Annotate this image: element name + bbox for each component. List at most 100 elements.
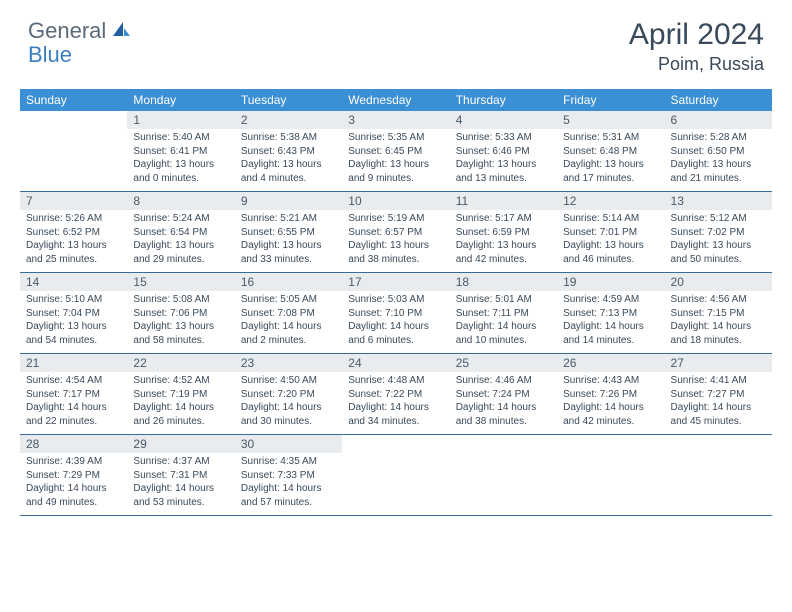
day-line-sr: Sunrise: 5:40 AM (133, 131, 228, 145)
day-line-sr: Sunrise: 4:48 AM (348, 374, 443, 388)
day-content: Sunrise: 4:52 AMSunset: 7:19 PMDaylight:… (127, 372, 234, 434)
day-line-sr: Sunrise: 5:03 AM (348, 293, 443, 307)
calendar-day-cell: 7Sunrise: 5:26 AMSunset: 6:52 PMDaylight… (20, 192, 127, 273)
day-content: Sunrise: 5:26 AMSunset: 6:52 PMDaylight:… (20, 210, 127, 272)
day-content: Sunrise: 4:50 AMSunset: 7:20 PMDaylight:… (235, 372, 342, 434)
day-line-ss: Sunset: 7:29 PM (26, 469, 121, 483)
day-line-sr: Sunrise: 4:43 AM (563, 374, 658, 388)
day-line-d2: and 18 minutes. (671, 334, 766, 348)
day-content: Sunrise: 4:43 AMSunset: 7:26 PMDaylight:… (557, 372, 664, 434)
calendar-day-cell: 5Sunrise: 5:31 AMSunset: 6:48 PMDaylight… (557, 111, 664, 192)
day-line-d1: Daylight: 14 hours (133, 401, 228, 415)
month-title: April 2024 (629, 18, 764, 52)
calendar-day-cell: 26Sunrise: 4:43 AMSunset: 7:26 PMDayligh… (557, 354, 664, 435)
calendar-day-cell: 9Sunrise: 5:21 AMSunset: 6:55 PMDaylight… (235, 192, 342, 273)
day-line-ss: Sunset: 6:55 PM (241, 226, 336, 240)
day-line-d1: Daylight: 13 hours (671, 158, 766, 172)
day-line-d2: and 46 minutes. (563, 253, 658, 267)
day-number: 2 (235, 111, 342, 129)
day-line-d1: Daylight: 14 hours (456, 320, 551, 334)
day-content: Sunrise: 5:35 AMSunset: 6:45 PMDaylight:… (342, 129, 449, 191)
day-number: 17 (342, 273, 449, 291)
day-line-d2: and 0 minutes. (133, 172, 228, 186)
day-line-ss: Sunset: 6:52 PM (26, 226, 121, 240)
day-number: 22 (127, 354, 234, 372)
calendar-day-cell: 24Sunrise: 4:48 AMSunset: 7:22 PMDayligh… (342, 354, 449, 435)
logo-word-1: General (28, 18, 106, 44)
weekday-header: Thursday (450, 89, 557, 111)
day-content: Sunrise: 5:19 AMSunset: 6:57 PMDaylight:… (342, 210, 449, 272)
day-content: Sunrise: 5:31 AMSunset: 6:48 PMDaylight:… (557, 129, 664, 191)
day-line-ss: Sunset: 7:17 PM (26, 388, 121, 402)
day-content: Sunrise: 5:28 AMSunset: 6:50 PMDaylight:… (665, 129, 772, 191)
day-line-d1: Daylight: 14 hours (348, 320, 443, 334)
calendar-day-cell: 10Sunrise: 5:19 AMSunset: 6:57 PMDayligh… (342, 192, 449, 273)
day-content: Sunrise: 5:05 AMSunset: 7:08 PMDaylight:… (235, 291, 342, 353)
day-line-ss: Sunset: 7:13 PM (563, 307, 658, 321)
calendar-day-cell: 8Sunrise: 5:24 AMSunset: 6:54 PMDaylight… (127, 192, 234, 273)
day-line-ss: Sunset: 7:02 PM (671, 226, 766, 240)
day-number: 25 (450, 354, 557, 372)
day-content: Sunrise: 5:24 AMSunset: 6:54 PMDaylight:… (127, 210, 234, 272)
day-line-d1: Daylight: 14 hours (26, 401, 121, 415)
day-content: Sunrise: 4:37 AMSunset: 7:31 PMDaylight:… (127, 453, 234, 515)
day-line-d2: and 33 minutes. (241, 253, 336, 267)
day-line-sr: Sunrise: 5:14 AM (563, 212, 658, 226)
calendar-day-cell (665, 435, 772, 516)
weekday-header: Monday (127, 89, 234, 111)
day-line-ss: Sunset: 7:27 PM (671, 388, 766, 402)
day-content: Sunrise: 5:01 AMSunset: 7:11 PMDaylight:… (450, 291, 557, 353)
day-line-d2: and 54 minutes. (26, 334, 121, 348)
title-block: April 2024 Poim, Russia (629, 18, 764, 75)
day-line-d2: and 13 minutes. (456, 172, 551, 186)
day-line-sr: Sunrise: 5:26 AM (26, 212, 121, 226)
day-line-d2: and 38 minutes. (348, 253, 443, 267)
header: General April 2024 Poim, Russia (0, 0, 792, 83)
day-line-ss: Sunset: 6:46 PM (456, 145, 551, 159)
day-content: Sunrise: 5:40 AMSunset: 6:41 PMDaylight:… (127, 129, 234, 191)
day-line-d2: and 58 minutes. (133, 334, 228, 348)
day-content: Sunrise: 4:41 AMSunset: 7:27 PMDaylight:… (665, 372, 772, 434)
day-line-d1: Daylight: 13 hours (671, 239, 766, 253)
day-line-ss: Sunset: 7:08 PM (241, 307, 336, 321)
day-line-ss: Sunset: 6:48 PM (563, 145, 658, 159)
day-line-d1: Daylight: 14 hours (563, 320, 658, 334)
day-number: 19 (557, 273, 664, 291)
day-content: Sunrise: 4:59 AMSunset: 7:13 PMDaylight:… (557, 291, 664, 353)
day-number: 9 (235, 192, 342, 210)
day-line-ss: Sunset: 7:33 PM (241, 469, 336, 483)
day-line-sr: Sunrise: 5:01 AM (456, 293, 551, 307)
day-line-d2: and 4 minutes. (241, 172, 336, 186)
weekday-header: Friday (557, 89, 664, 111)
calendar-day-cell: 21Sunrise: 4:54 AMSunset: 7:17 PMDayligh… (20, 354, 127, 435)
day-line-d2: and 49 minutes. (26, 496, 121, 510)
day-line-ss: Sunset: 7:20 PM (241, 388, 336, 402)
day-line-ss: Sunset: 6:41 PM (133, 145, 228, 159)
day-content: Sunrise: 5:14 AMSunset: 7:01 PMDaylight:… (557, 210, 664, 272)
day-line-d2: and 38 minutes. (456, 415, 551, 429)
calendar-day-cell: 18Sunrise: 5:01 AMSunset: 7:11 PMDayligh… (450, 273, 557, 354)
day-line-sr: Sunrise: 5:33 AM (456, 131, 551, 145)
day-number: 6 (665, 111, 772, 129)
day-line-ss: Sunset: 6:45 PM (348, 145, 443, 159)
calendar-table: SundayMondayTuesdayWednesdayThursdayFrid… (20, 89, 772, 516)
day-line-sr: Sunrise: 4:46 AM (456, 374, 551, 388)
calendar-day-cell: 13Sunrise: 5:12 AMSunset: 7:02 PMDayligh… (665, 192, 772, 273)
day-line-d2: and 57 minutes. (241, 496, 336, 510)
day-number: 21 (20, 354, 127, 372)
location-label: Poim, Russia (629, 54, 764, 75)
calendar-day-cell: 27Sunrise: 4:41 AMSunset: 7:27 PMDayligh… (665, 354, 772, 435)
day-line-ss: Sunset: 7:04 PM (26, 307, 121, 321)
day-content: Sunrise: 4:54 AMSunset: 7:17 PMDaylight:… (20, 372, 127, 434)
day-line-ss: Sunset: 6:50 PM (671, 145, 766, 159)
day-line-sr: Sunrise: 5:24 AM (133, 212, 228, 226)
day-line-sr: Sunrise: 5:05 AM (241, 293, 336, 307)
day-line-d1: Daylight: 13 hours (133, 320, 228, 334)
calendar-day-cell: 2Sunrise: 5:38 AMSunset: 6:43 PMDaylight… (235, 111, 342, 192)
day-line-d1: Daylight: 13 hours (133, 158, 228, 172)
day-line-d1: Daylight: 13 hours (348, 239, 443, 253)
day-line-d1: Daylight: 13 hours (563, 158, 658, 172)
day-line-d1: Daylight: 13 hours (26, 239, 121, 253)
day-line-d2: and 14 minutes. (563, 334, 658, 348)
day-line-d1: Daylight: 14 hours (456, 401, 551, 415)
